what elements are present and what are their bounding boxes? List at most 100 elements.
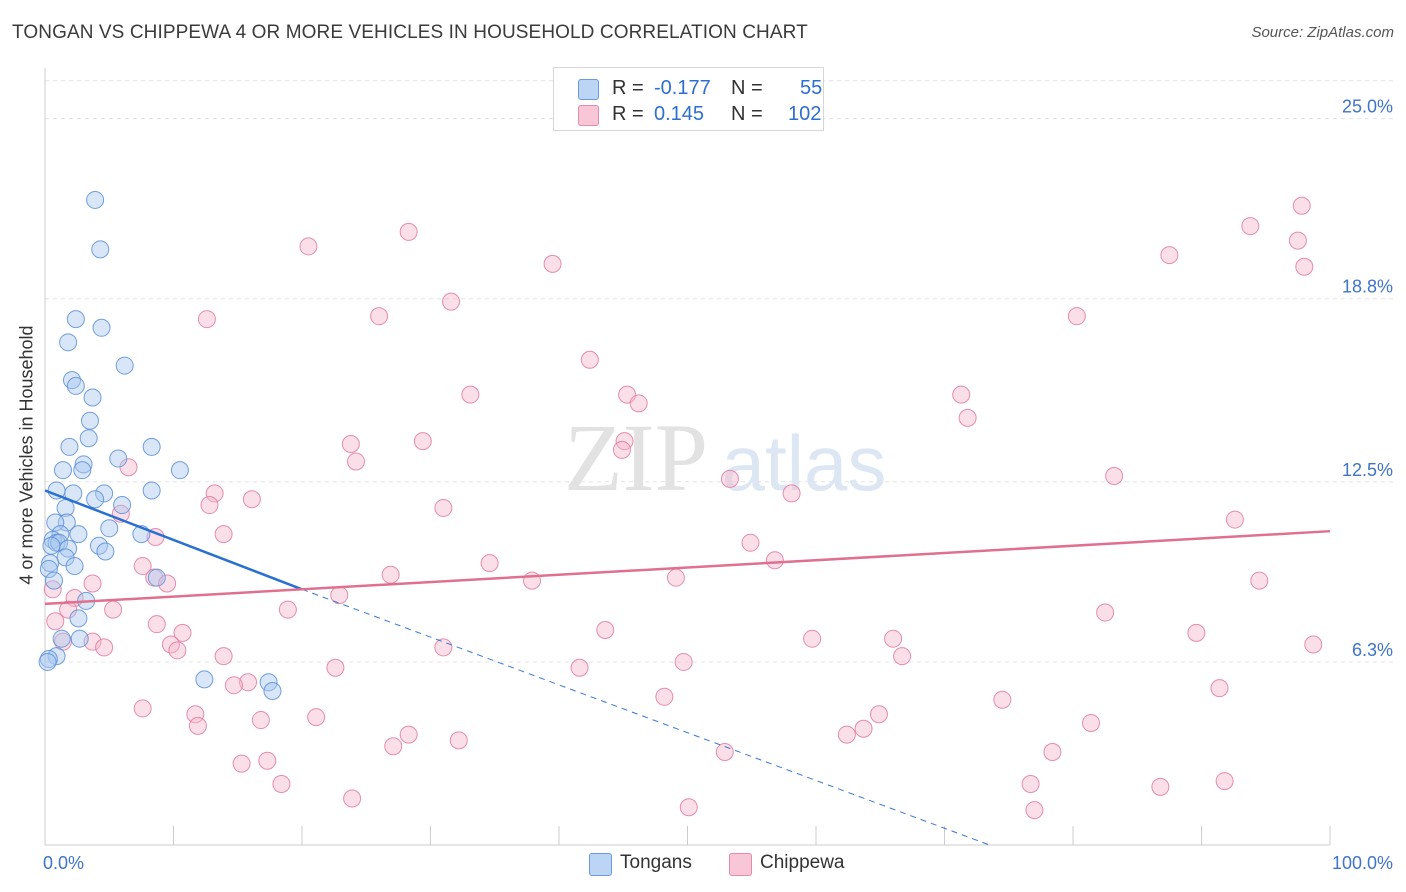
chippewa-data-point [242,490,261,509]
tongans-data-point [70,629,89,648]
tongans-data-point [39,559,58,578]
chippewa-data-point [1151,777,1170,796]
chippewa-data-point [543,254,562,273]
chippewa-data-point [200,496,219,515]
tongans-data-point [39,650,58,669]
chippewa-data-point [1021,774,1040,793]
tongans-data-point [38,652,57,671]
tongans-data-point [65,557,84,576]
tongans-trend-line [44,489,303,591]
chippewa-data-point [186,705,205,724]
chippewa-data-point [104,600,123,619]
chippewa-data-point [720,469,739,488]
tongans-data-point [95,484,114,503]
chippewa-data-point [133,557,152,576]
tongans-data-point [100,519,119,538]
tongans-data-point [79,429,98,448]
watermark-zip: ZIP [564,404,708,511]
chippewa-data-point [173,623,192,642]
tongans-data-point [60,437,79,456]
tongans-data-point [147,568,166,587]
chippewa-data-point [993,690,1012,709]
tongans-data-point [41,554,60,573]
axes [44,68,1331,846]
chippewa-data-point [1081,713,1100,732]
tongans-data-point [115,356,134,375]
chippewa-data-point [449,731,468,750]
chippewa-data-point [341,435,360,454]
tongans-data-point [80,411,99,430]
chippewa-data-point [214,647,233,666]
chippewa-data-point [1250,571,1269,590]
x-tick-label-max: 100.0% [1332,853,1393,873]
tongans-data-point [44,571,63,590]
chippewa-data-point [384,737,403,756]
y-tick-label: 25.0% [1342,97,1393,117]
chippewa-data-point [442,292,461,311]
trend-lines [44,489,1331,846]
chippewa-data-point [258,751,277,770]
tongans-data-point [42,536,61,555]
chippewa-data-point [765,551,784,570]
tick-labels: 6.3% 12.5% 18.8% 25.0% 0.0% 100.0% [43,97,1393,873]
chippewa-r-value: 0.145 [654,103,705,125]
tongans-data-point [96,542,115,561]
chippewa-data-point [399,725,418,744]
chippewa-legend-label: Chippewa [760,852,845,873]
tongans-data-point [53,461,72,480]
chippewa-data-point [854,719,873,738]
tongans-data-point [59,333,78,352]
chippewa-data-point [869,705,888,724]
chippewa-data-point [46,612,65,631]
chippewa-data-point [1105,466,1124,485]
tongans-data-point [66,376,85,395]
chippewa-data-point [147,615,166,634]
chippewa-data-point [278,600,297,619]
tongans-data-point [46,513,65,532]
chippewa-data-point [1292,196,1311,215]
chippewa-data-point [1025,801,1044,820]
chippewa-data-point [679,798,698,817]
chippewa-data-point [580,350,599,369]
chippewa-data-point [370,307,389,326]
tongans-data-point [263,682,282,700]
chippewa-points [43,196,1323,820]
chippewa-data-point [1241,217,1260,236]
chippewa-data-point [1096,603,1115,622]
chippewa-data-point [239,673,258,692]
chippewa-data-point [299,237,318,256]
chippewa-data-point [523,571,542,590]
chippewa-data-point [666,568,685,587]
chippewa-data-point [434,638,453,657]
chippewa-data-point [480,554,499,573]
chippewa-data-point [381,565,400,584]
y-tick-label: 6.3% [1352,640,1393,660]
chippewa-data-point [1225,510,1244,529]
chippewa-data-point [1160,246,1179,265]
chart-title: TONGAN VS CHIPPEWA 4 OR MORE VEHICLES IN… [12,22,808,43]
chippewa-data-point [346,452,365,471]
chippewa-n-value: 102 [788,103,822,125]
chippewa-data-point [205,484,224,503]
chippewa-data-point [83,574,102,593]
chippewa-data-point [570,658,589,677]
chippewa-data-point [197,310,216,329]
correlation-legend: R = -0.177 N = 55 R = 0.145 N = 102 [553,67,824,131]
y-tick-label: 12.5% [1342,460,1393,480]
tongans-data-point [73,461,92,480]
tongans-data-point [86,490,105,509]
tongans-legend-label: Tongans [620,852,692,873]
tongans-data-point [86,190,105,209]
chippewa-data-point [399,222,418,241]
tongans-points [38,190,282,700]
chippewa-data-point [884,629,903,648]
tongans-data-point [66,310,85,329]
chippewa-data-point [326,658,345,677]
tongans-trend-extension [301,588,990,846]
chippewa-data-point [214,525,233,544]
chippewa-data-point [803,629,822,648]
chippewa-data-point [1215,772,1234,791]
tongans-data-point [92,318,111,337]
tongans-data-point [52,629,71,648]
